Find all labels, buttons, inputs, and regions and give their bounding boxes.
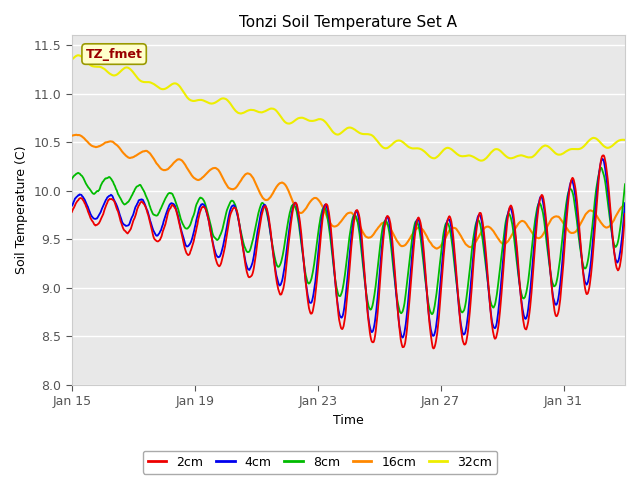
- Title: Tonzi Soil Temperature Set A: Tonzi Soil Temperature Set A: [239, 15, 458, 30]
- Y-axis label: Soil Temperature (C): Soil Temperature (C): [15, 146, 28, 274]
- Legend: 2cm, 4cm, 8cm, 16cm, 32cm: 2cm, 4cm, 8cm, 16cm, 32cm: [143, 451, 497, 474]
- X-axis label: Time: Time: [333, 414, 364, 427]
- Text: TZ_fmet: TZ_fmet: [86, 48, 143, 60]
